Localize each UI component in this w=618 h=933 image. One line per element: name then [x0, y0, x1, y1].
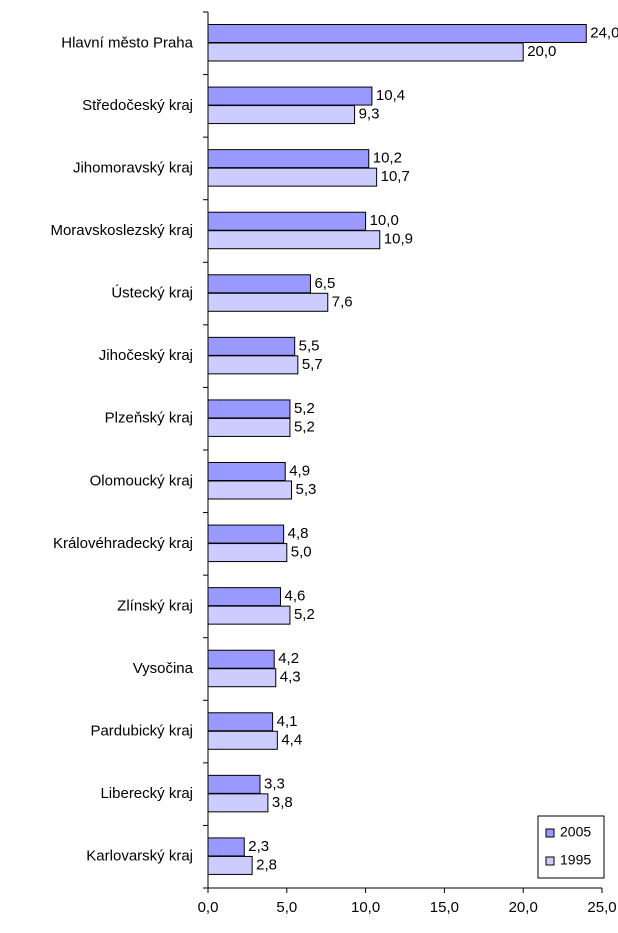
value-label: 7,6 — [332, 293, 353, 310]
category-label: Moravskoslezský kraj — [50, 222, 193, 239]
bar — [207, 42, 524, 62]
x-tick-label: 0,0 — [198, 899, 219, 916]
value-label: 5,2 — [294, 606, 315, 623]
bar — [207, 712, 274, 732]
category-label: Ústecký kraj — [111, 285, 193, 302]
category-label: Jihomoravský kraj — [73, 159, 193, 176]
bar — [207, 837, 245, 857]
bar — [207, 417, 291, 437]
bar — [207, 774, 261, 794]
bar — [207, 24, 587, 43]
value-label: 6,5 — [314, 275, 335, 292]
legend-label: 1995 — [560, 852, 591, 868]
value-label: 2,8 — [256, 856, 277, 873]
value-label: 10,0 — [370, 212, 399, 229]
category-label: Středočeský kraj — [82, 97, 193, 114]
bar — [207, 668, 277, 688]
value-label: 10,7 — [381, 168, 410, 185]
value-label: 5,7 — [302, 356, 323, 373]
bar — [207, 480, 293, 500]
bar — [207, 543, 288, 563]
x-tick-label: 20,0 — [509, 899, 538, 916]
bar — [207, 336, 296, 356]
bar — [207, 730, 278, 750]
bar — [207, 167, 378, 187]
bar — [207, 211, 367, 231]
category-label: Plzeňský kraj — [105, 410, 193, 427]
value-label: 4,8 — [288, 525, 309, 542]
value-label: 5,3 — [296, 481, 317, 498]
bar — [207, 355, 299, 375]
legend-swatch — [545, 856, 555, 866]
x-tick-label: 15,0 — [430, 899, 459, 916]
category-label: Liberecký kraj — [100, 785, 193, 802]
bar — [207, 649, 275, 669]
category-label: Královéhradecký kraj — [53, 535, 193, 552]
value-label: 4,3 — [280, 669, 301, 686]
value-label: 2,3 — [248, 838, 269, 855]
value-label: 10,2 — [373, 150, 402, 167]
value-label: 3,3 — [264, 775, 285, 792]
bar — [207, 105, 356, 125]
bar — [207, 855, 253, 875]
category-label: Vysočina — [133, 660, 194, 677]
bar — [207, 274, 311, 294]
x-tick-label: 25,0 — [587, 899, 616, 916]
bar — [207, 793, 269, 813]
x-tick-label: 5,0 — [276, 899, 297, 916]
value-label: 9,3 — [359, 106, 380, 123]
legend-box — [537, 815, 605, 879]
value-label: 10,4 — [376, 87, 405, 104]
value-label: 5,0 — [291, 544, 312, 561]
value-label: 3,8 — [272, 794, 293, 811]
value-label: 5,5 — [299, 337, 320, 354]
category-label: Hlavní město Praha — [61, 34, 193, 51]
bar — [207, 605, 291, 625]
bar — [207, 587, 281, 607]
value-label: 5,2 — [294, 418, 315, 435]
category-label: Olomoucký kraj — [90, 472, 193, 489]
category-label: Pardubický kraj — [90, 723, 193, 740]
value-label: 4,1 — [277, 713, 298, 730]
value-label: 4,2 — [278, 650, 299, 667]
bar — [207, 149, 370, 169]
value-label: 5,2 — [294, 400, 315, 417]
x-tick-label: 10,0 — [351, 899, 380, 916]
value-label: 10,9 — [384, 231, 413, 248]
bar — [207, 462, 286, 481]
bar — [207, 524, 285, 544]
bar — [207, 230, 381, 250]
bar — [207, 399, 291, 419]
legend-swatch — [545, 828, 555, 838]
category-label: Jihočeský kraj — [99, 347, 193, 364]
value-label: 4,4 — [281, 731, 302, 748]
value-label: 20,0 — [527, 43, 556, 60]
legend-label: 2005 — [560, 824, 591, 840]
category-label: Karlovarský kraj — [86, 848, 193, 865]
bar — [207, 86, 373, 106]
bar — [207, 292, 329, 312]
value-label: 4,9 — [289, 462, 310, 479]
category-label: Zlínský kraj — [117, 597, 193, 614]
value-label: 24,0 — [590, 24, 618, 41]
value-label: 4,6 — [284, 588, 305, 605]
